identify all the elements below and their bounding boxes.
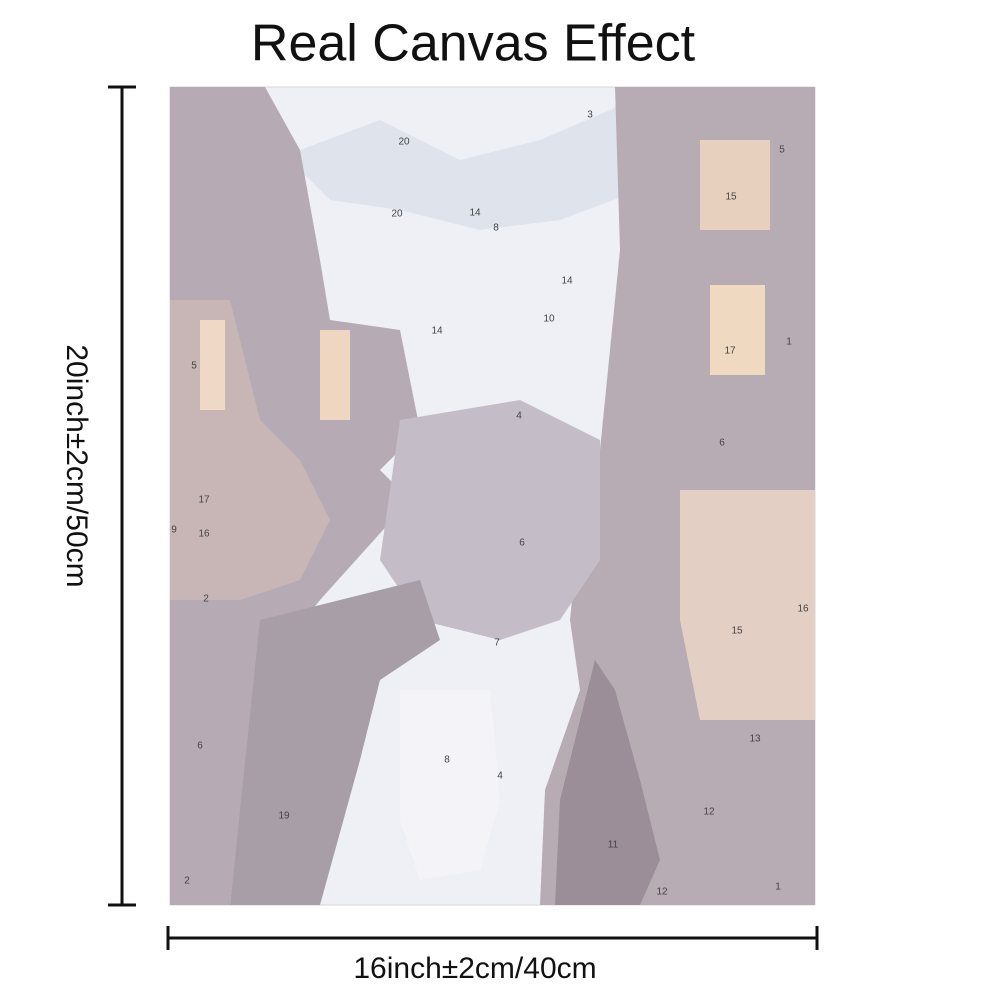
paint-number: 17 [724, 346, 736, 357]
paint-number: 17 [198, 495, 210, 506]
window [710, 285, 765, 375]
height-dimension [108, 85, 136, 907]
paint-number: 8 [444, 755, 450, 766]
window [200, 320, 225, 410]
paint-number: 2 [184, 876, 190, 887]
paint-number: 6 [197, 741, 203, 752]
water-reflection [400, 690, 500, 880]
paint-number: 8 [493, 223, 499, 234]
paint-number: 4 [497, 771, 503, 782]
paint-number: 16 [797, 604, 809, 615]
paint-number: 14 [431, 326, 443, 337]
paint-number: 12 [703, 807, 715, 818]
paint-number: 20 [398, 137, 410, 148]
paint-number: 19 [278, 811, 290, 822]
distant-buildings [380, 400, 600, 640]
title: Real Canvas Effect [251, 15, 696, 73]
paint-number: 7 [494, 638, 500, 649]
paint-number: 12 [656, 887, 668, 898]
paint-number: 11 [608, 840, 619, 851]
paint-number: 5 [191, 361, 197, 372]
paint-number: 2 [203, 594, 209, 605]
paint-number: 20 [391, 209, 403, 220]
paint-number: 4 [516, 411, 522, 422]
paint-number: 5 [779, 145, 785, 156]
width-dimension [166, 926, 819, 950]
paint-number: 10 [543, 314, 555, 325]
paint-number: 14 [469, 208, 481, 219]
paint-number: 6 [519, 538, 525, 549]
paint-number: 14 [561, 276, 573, 287]
paint-number: 9 [171, 525, 177, 536]
paint-number: 1 [775, 882, 781, 893]
paint-number: 15 [725, 192, 737, 203]
paint-number: 15 [731, 626, 743, 637]
paint-number: 16 [198, 529, 210, 540]
left-boats [230, 580, 440, 905]
width-label: 16inch±2cm/40cm [353, 952, 596, 985]
paint-number: 13 [749, 734, 761, 745]
paint-number: 1 [786, 337, 792, 348]
height-label: 20inch±2cm/50cm [60, 344, 93, 587]
window [320, 330, 350, 420]
cloud [300, 95, 640, 230]
window [700, 140, 770, 230]
right-shops [680, 490, 815, 720]
paint-number: 3 [587, 110, 593, 121]
gondola [555, 660, 660, 905]
paint-number: 6 [719, 438, 725, 449]
